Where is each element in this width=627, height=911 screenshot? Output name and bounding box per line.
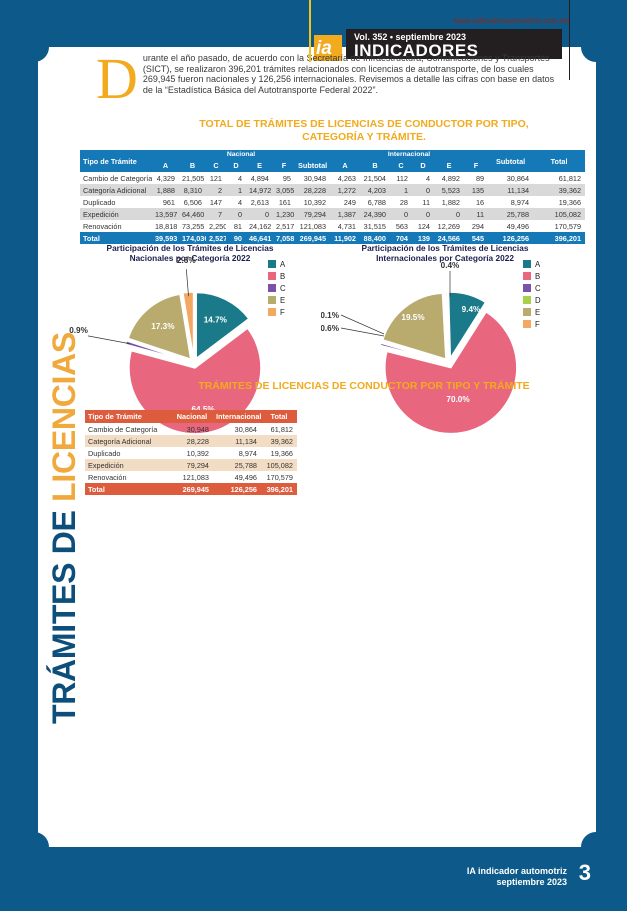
svg-text:17.3%: 17.3% [151, 322, 175, 331]
svg-text:2.6%: 2.6% [177, 256, 196, 265]
svg-text:14.7%: 14.7% [204, 315, 228, 324]
svg-text:0.6%: 0.6% [321, 324, 340, 333]
svg-text:0.4%: 0.4% [441, 261, 460, 270]
svg-text:9.4%: 9.4% [462, 305, 481, 314]
svg-text:0.1%: 0.1% [321, 311, 340, 320]
svg-text:70.0%: 70.0% [446, 395, 470, 404]
svg-text:0.9%: 0.9% [69, 326, 88, 335]
svg-text:19.5%: 19.5% [401, 313, 425, 322]
